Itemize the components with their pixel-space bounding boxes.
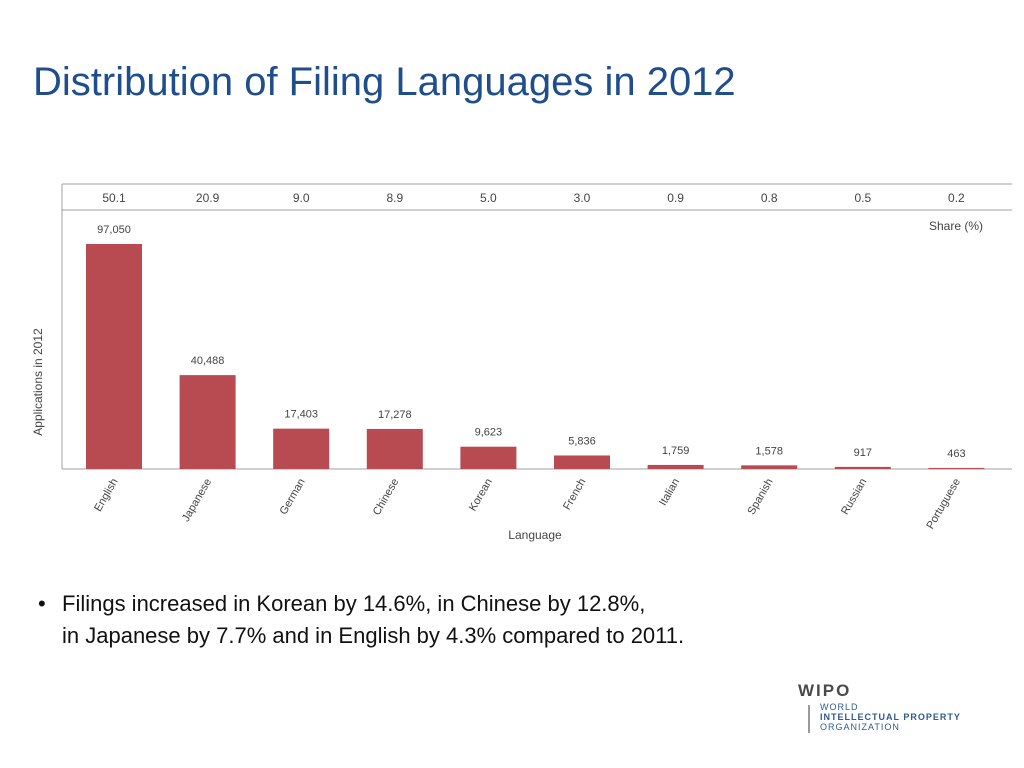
share-value-english: 50.1 (102, 191, 126, 205)
value-label-english: 97,050 (97, 224, 131, 236)
tick-label-spanish: Spanish (746, 477, 776, 517)
share-value-spanish: 0.8 (761, 191, 778, 205)
bar-german (273, 428, 330, 469)
logo-wordmark: WIPO (798, 681, 852, 700)
value-label-portuguese: 463 (947, 448, 965, 460)
wipo-logo: WIPO WORLD INTELLECTUAL PROPERTY ORGANIZ… (798, 681, 998, 741)
bullet-text-line1: Filings increased in Korean by 14.6%, in… (62, 591, 646, 616)
share-value-italian: 0.9 (667, 191, 684, 205)
bar-russian (834, 466, 891, 469)
x-axis-label: Language (508, 528, 562, 542)
slide-title: Distribution of Filing Languages in 2012 (33, 60, 736, 104)
share-value-chinese: 8.9 (386, 191, 403, 205)
share-value-french: 3.0 (574, 191, 591, 205)
value-label-korean: 9,623 (475, 427, 503, 439)
value-label-russian: 917 (854, 447, 872, 459)
tick-label-german: German (278, 477, 308, 517)
share-value-japanese: 20.9 (196, 191, 220, 205)
tick-label-english: English (92, 477, 120, 514)
share-value-portuguese: 0.2 (948, 191, 965, 205)
bar-japanese (179, 375, 236, 469)
bullet-text-line2: in Japanese by 7.7% and in English by 4.… (62, 623, 685, 648)
bar-english (86, 244, 142, 469)
tick-label-japanese: Japanese (180, 477, 214, 524)
tick-label-korean: Korean (467, 477, 495, 514)
tick-label-french: French (561, 477, 589, 513)
value-label-french: 5,836 (568, 435, 596, 447)
bar-spanish (741, 465, 798, 469)
tick-label-italian: Italian (657, 477, 682, 508)
bullet-point: • Filings increased in Korean by 14.6%, i… (38, 588, 684, 652)
share-value-german: 9.0 (293, 191, 310, 205)
logo-line-world: WORLD (820, 702, 859, 712)
filing-languages-bar-chart: Applications in 2012 Share (%) Language … (31, 183, 1012, 542)
value-label-spanish: 1,578 (755, 445, 783, 457)
y-axis-label: Applications in 2012 (31, 328, 45, 436)
value-label-italian: 1,759 (662, 445, 690, 457)
tick-label-portuguese: Portuguese (924, 477, 963, 532)
tick-label-russian: Russian (839, 477, 869, 517)
share-label: Share (%) (929, 219, 983, 233)
value-label-japanese: 40,488 (191, 355, 225, 367)
tick-label-chinese: Chinese (371, 477, 402, 518)
share-value-russian: 0.5 (854, 191, 871, 205)
share-value-korean: 5.0 (480, 191, 497, 205)
bar-italian (647, 464, 704, 469)
bullet-dot: • (38, 591, 46, 616)
value-label-chinese: 17,278 (378, 409, 412, 421)
logo-line-intellectual-property: INTELLECTUAL PROPERTY (820, 712, 961, 722)
logo-line-organization: ORGANIZATION (820, 722, 900, 732)
bar-chinese (366, 428, 423, 469)
bar-french (554, 455, 610, 469)
logo-divider (808, 705, 810, 733)
value-label-german: 17,403 (284, 409, 318, 421)
bar-korean (460, 446, 517, 469)
bar-portuguese (928, 467, 985, 469)
